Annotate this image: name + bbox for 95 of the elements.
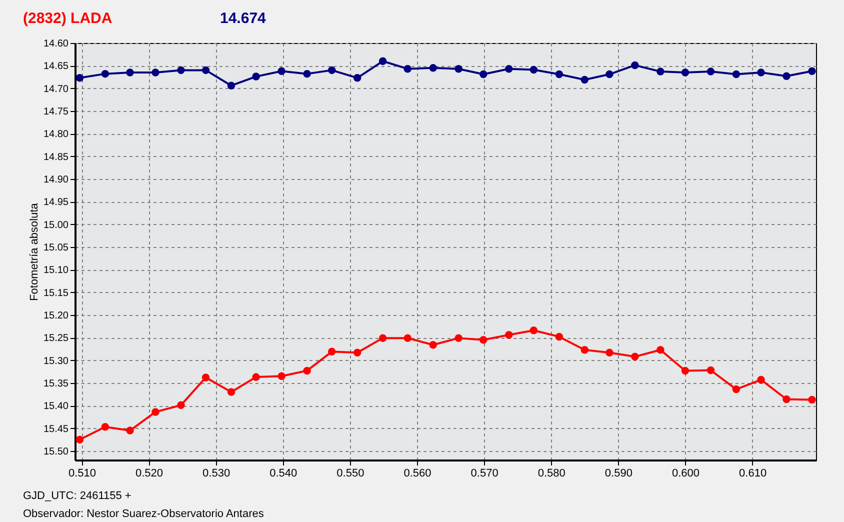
- point: [126, 68, 134, 76]
- point: [706, 68, 715, 76]
- y-tick-label: 14.85: [43, 152, 69, 163]
- point: [505, 331, 513, 339]
- point: [353, 74, 362, 82]
- point: [152, 408, 160, 416]
- point: [404, 334, 412, 342]
- point: [378, 57, 387, 65]
- point: [101, 70, 110, 78]
- point: [177, 401, 185, 410]
- point: [631, 61, 639, 70]
- y-tick-label: 15.30: [43, 356, 69, 367]
- chart-title: (2832) LADA: [23, 10, 112, 27]
- y-tick-label: 15.40: [43, 401, 69, 412]
- x-tick-label: 0.530: [202, 468, 230, 480]
- y-tick-label: 15.45: [43, 424, 69, 435]
- y-tick-label: 15.35: [43, 378, 69, 390]
- y-axis-title: Fotometría absoluta: [28, 202, 40, 301]
- point: [757, 68, 765, 76]
- y-tick-label: 14.70: [43, 84, 69, 95]
- text: GJD_UTC: 2461155 +: [23, 490, 132, 502]
- y-tick-label: 15.05: [43, 242, 69, 254]
- x-tick-label: 0.550: [336, 468, 364, 480]
- point: [808, 396, 816, 404]
- x-tick-label: 0.560: [404, 468, 432, 480]
- point: [278, 372, 286, 380]
- point: [732, 70, 740, 78]
- y-tick-label: 14.90: [43, 174, 69, 186]
- point: [227, 388, 236, 396]
- point: [303, 366, 311, 375]
- point: [278, 67, 286, 75]
- point: [126, 426, 134, 434]
- point: [782, 395, 790, 404]
- x-tick-label: 0.570: [470, 468, 498, 480]
- x-tick-label: 0.540: [270, 468, 298, 480]
- point: [681, 366, 690, 375]
- y-tick-label: 14.75: [43, 106, 69, 118]
- point: [353, 348, 362, 356]
- point: [530, 326, 538, 334]
- text: 14.674: [220, 10, 267, 27]
- point: [606, 70, 614, 78]
- point: [505, 64, 513, 73]
- point: [252, 373, 260, 381]
- point: [177, 66, 185, 74]
- point: [656, 346, 664, 354]
- y-tick-label: 15.25: [43, 333, 69, 344]
- point: [631, 352, 639, 361]
- point: [378, 334, 387, 342]
- point: [227, 82, 236, 90]
- x-tick-label: 0.590: [604, 468, 632, 480]
- y-tick-label: 15.10: [43, 265, 69, 276]
- point: [76, 74, 84, 82]
- point: [480, 70, 488, 78]
- point: [76, 436, 84, 444]
- point: [429, 341, 437, 349]
- point: [328, 66, 336, 74]
- point: [555, 332, 564, 341]
- x-tick-label: 0.580: [538, 468, 566, 480]
- point: [101, 423, 110, 431]
- point: [303, 70, 311, 78]
- point: [808, 67, 816, 75]
- point: [606, 348, 614, 356]
- point: [782, 72, 790, 80]
- y-tick-label: 15.20: [43, 310, 69, 322]
- y-tick-label: 14.80: [43, 129, 69, 140]
- point: [656, 68, 664, 76]
- y-tick-label: 14.65: [43, 61, 69, 72]
- x-tick-label: 0.610: [739, 468, 767, 480]
- text: Observador: Nestor Suarez-Observatorio Antares: [23, 508, 264, 520]
- point: [681, 68, 690, 76]
- point: [152, 68, 160, 76]
- point: [202, 66, 210, 74]
- x-tick-label: 0.520: [136, 468, 164, 480]
- y-tick-label: 14.60: [43, 38, 69, 50]
- point: [454, 64, 462, 73]
- point: [480, 336, 488, 344]
- point: [580, 346, 589, 354]
- point: [732, 385, 740, 394]
- point: [530, 66, 538, 74]
- point: [580, 76, 589, 84]
- point: [429, 64, 437, 72]
- point: [555, 70, 564, 78]
- point: [706, 366, 715, 374]
- point: [202, 374, 210, 382]
- point: [404, 64, 412, 73]
- point: [757, 376, 765, 384]
- y-tick-label: 15.50: [43, 446, 69, 458]
- point: [252, 72, 260, 80]
- x-tick-label: 0.510: [68, 468, 96, 480]
- point: [328, 348, 336, 356]
- y-tick-label: 15.15: [43, 288, 69, 299]
- point: [454, 334, 462, 342]
- x-tick-label: 0.600: [672, 468, 700, 480]
- y-tick-label: 14.95: [43, 197, 69, 208]
- y-tick-label: 15.00: [43, 220, 69, 231]
